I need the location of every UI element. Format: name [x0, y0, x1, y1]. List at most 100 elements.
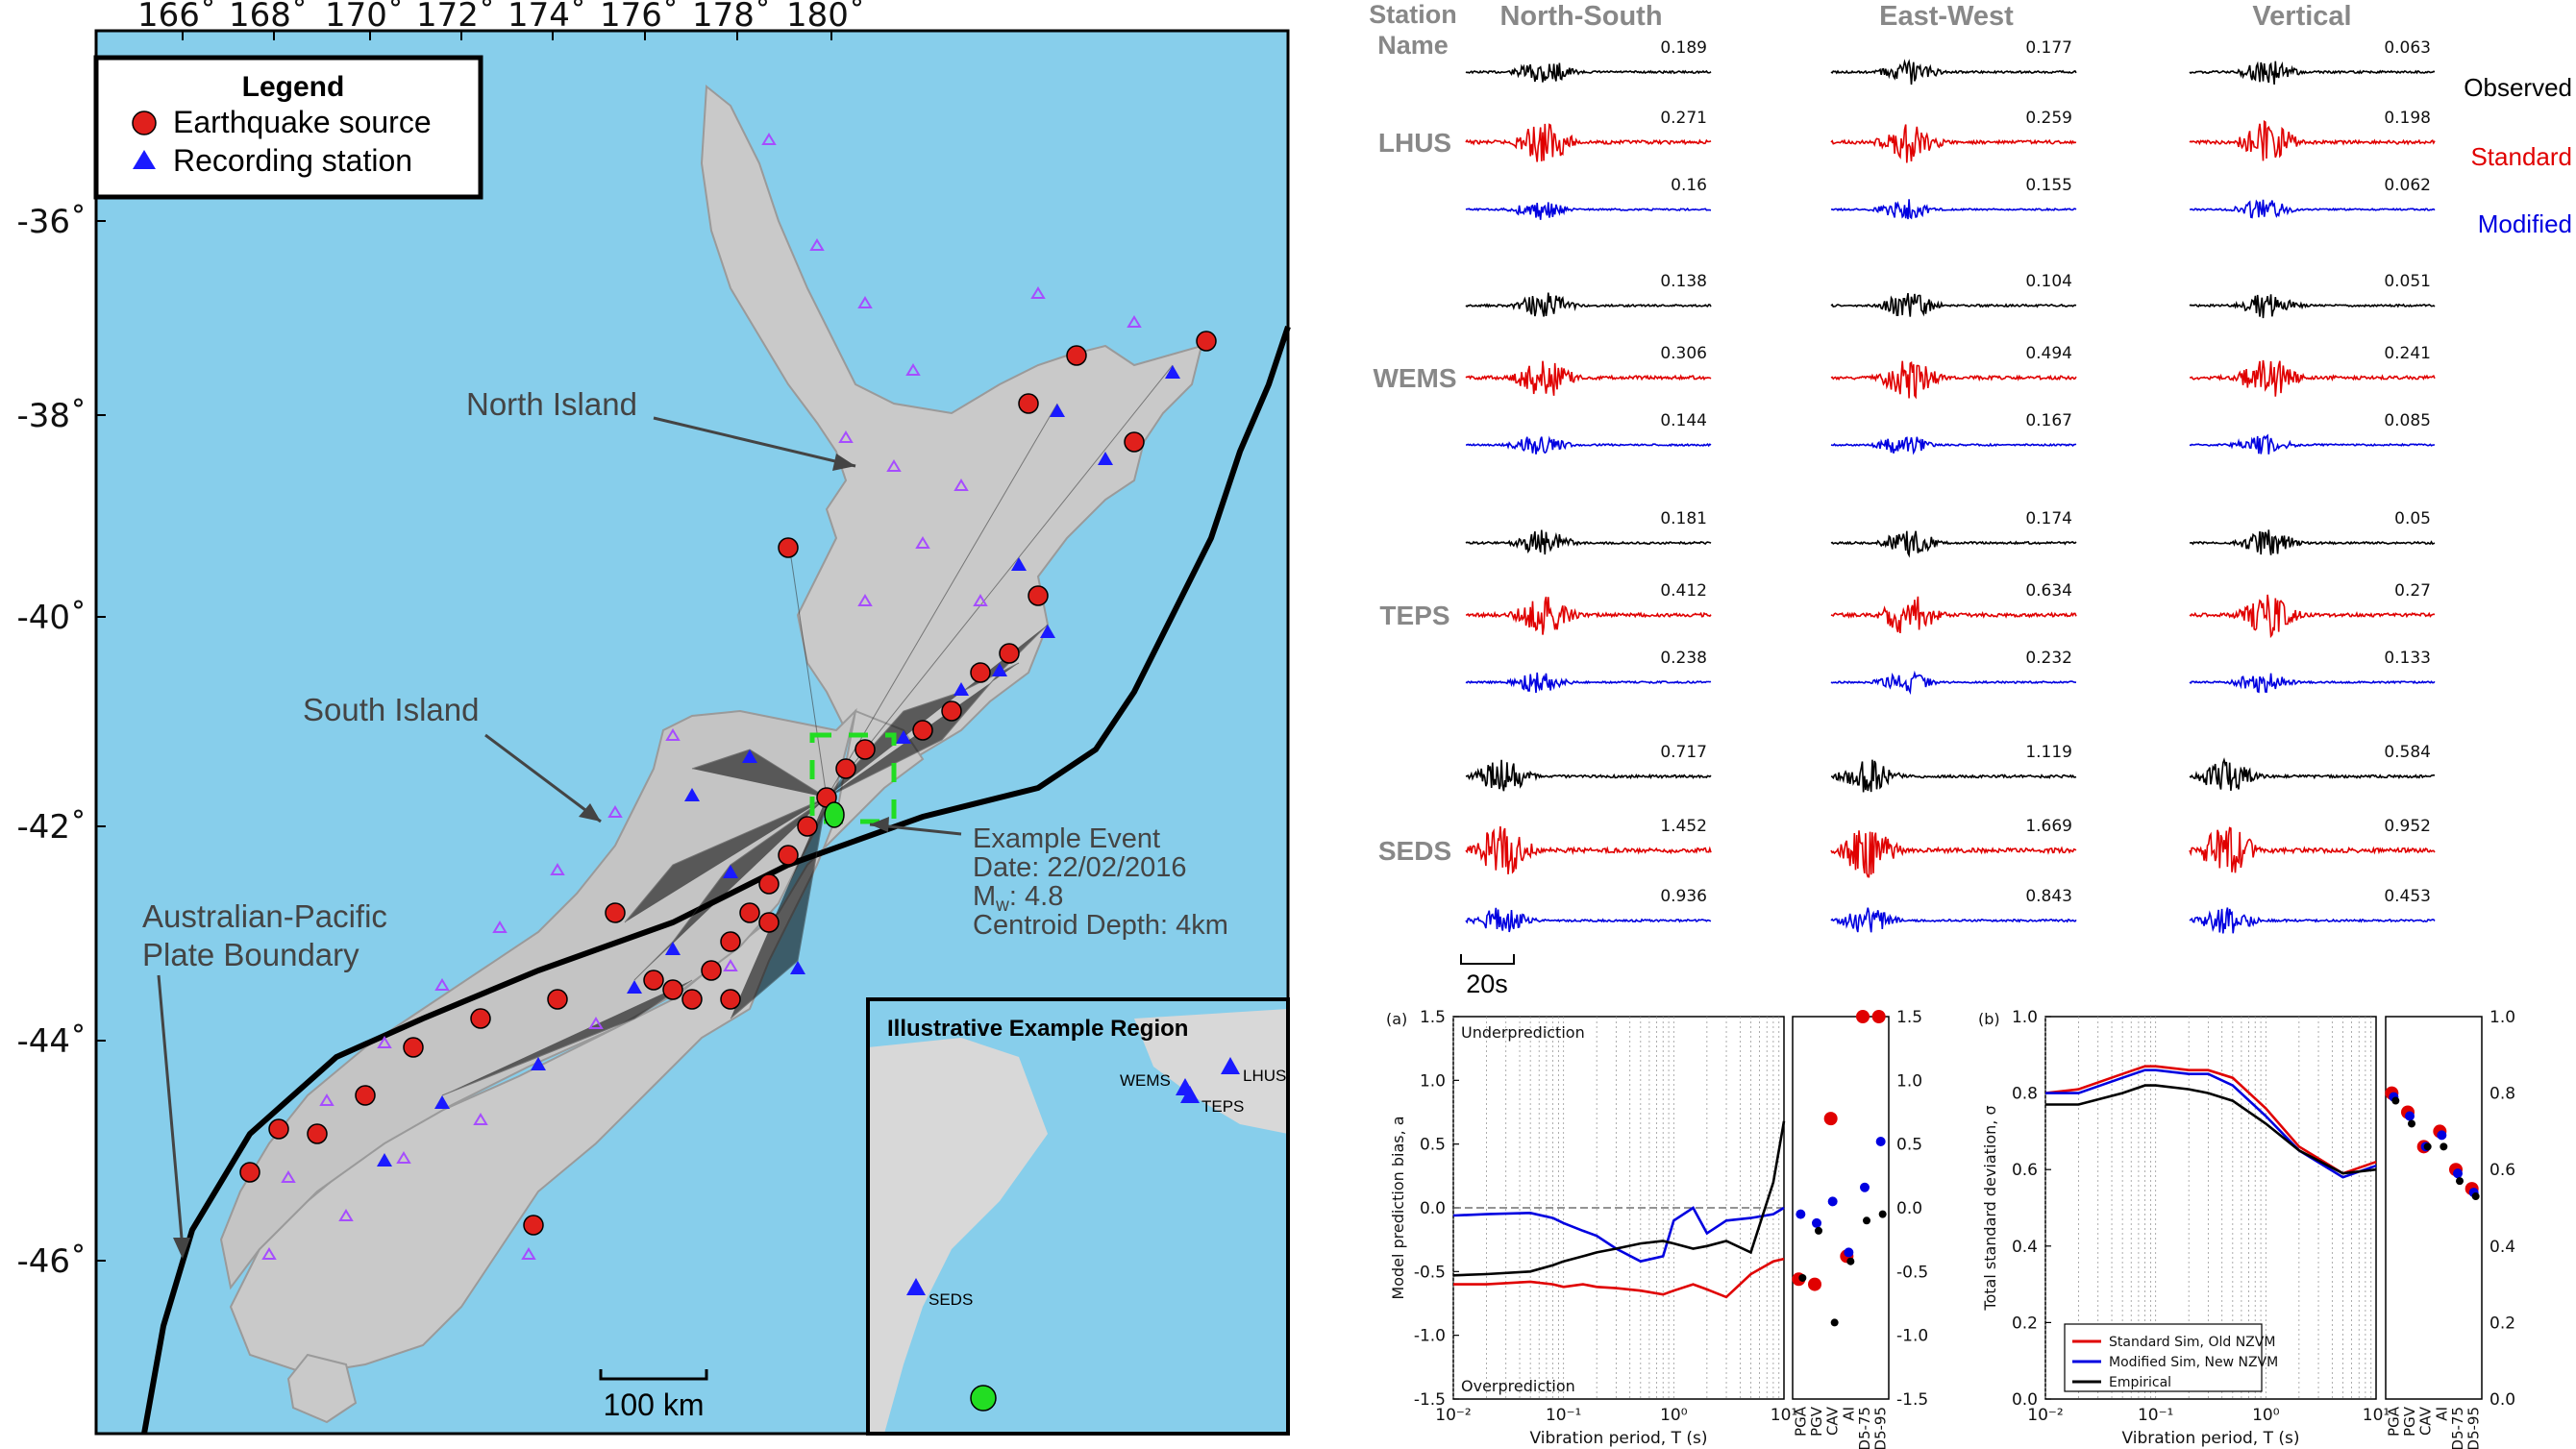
peak-value-label: 0.717 [1660, 743, 1707, 762]
waveform-trace [1830, 830, 2077, 878]
peak-value-label: 0.174 [2025, 509, 2072, 528]
peak-value-label: 0.05 [2394, 509, 2431, 528]
waveform-trace [2189, 826, 2436, 873]
scalar-point [2453, 1168, 2463, 1179]
waveform-trace [1465, 123, 1712, 162]
scalar-point [1823, 1112, 1838, 1126]
time-scale-bar [1460, 954, 1515, 965]
plate-boundary-arrow [157, 974, 185, 1250]
map-panel: 166˚ 168˚ 170˚ 172˚ 174˚ 176˚ 178˚ 180˚ -36˚ -38… [16, 0, 1291, 1436]
series-line [1452, 1206, 1785, 1264]
y-tick-label-right: 0.2 [2489, 1314, 2515, 1333]
scalar-point [1878, 1210, 1887, 1218]
panel-label: (b) [1978, 1010, 2000, 1028]
peak-value-label: 0.144 [1660, 411, 1707, 430]
plot-frame [2044, 1016, 2377, 1400]
lat-tick-label: -36˚ [16, 203, 87, 241]
south-island-arrowhead [579, 803, 601, 822]
annotation-underprediction: Underprediction [1461, 1023, 1585, 1042]
scalar-point [2440, 1142, 2448, 1151]
inset-map: Illustrative Example Region WEMS LHUS TE… [866, 997, 1290, 1436]
scalar-point [1798, 1273, 1807, 1282]
lon-tick-label: 166˚ [137, 0, 216, 35]
inset-label-seds: SEDS [929, 1290, 973, 1309]
scalar-point [1856, 1010, 1870, 1023]
peak-value-label: 0.494 [2025, 344, 2072, 363]
waveform-trace [1830, 360, 2077, 400]
waveform-trace [1466, 435, 1712, 454]
scalar-frame [1792, 1016, 1890, 1400]
waveform-trace [1830, 759, 2077, 793]
chart-legend-label: Empirical [2109, 1375, 2171, 1390]
south-island-label: South Island [303, 692, 479, 727]
scalar-point [2391, 1096, 2400, 1105]
peak-value-label: 0.085 [2384, 411, 2431, 430]
x-tick-label: 10¹ [2363, 1406, 2390, 1425]
scalar-category-label: PGA [1792, 1406, 1809, 1437]
peak-value-label: 0.155 [2025, 176, 2072, 195]
waveform-trace [1830, 530, 2077, 558]
peak-value-label: 0.063 [2384, 38, 2431, 58]
scalar-category-label: AI [2433, 1407, 2450, 1421]
waveform-panel: Station Name North-South East-West Verti… [1369, 0, 2572, 998]
station-teps-icon [1180, 1086, 1200, 1103]
y-tick-label: 0.8 [2012, 1085, 2038, 1104]
lat-tick-label: -44˚ [16, 1022, 87, 1061]
map-legend-box [93, 55, 483, 200]
waveform-trace [2190, 199, 2436, 219]
y-tick-label-right: 1.0 [2489, 1008, 2515, 1027]
waveform-trace [1830, 907, 2077, 933]
y-tick-label: 0.5 [1420, 1136, 1446, 1155]
scalar-point [2456, 1177, 2464, 1186]
y-tick-label: -0.5 [1414, 1263, 1446, 1282]
scalar-point [1827, 1196, 1838, 1207]
lat-tick-label: -46˚ [16, 1242, 87, 1281]
y-tick-label-right: 1.0 [1896, 1071, 1922, 1091]
latitude-ticks: -36˚ -38˚ -40˚ -42˚ -44˚ -46˚ [16, 203, 106, 1281]
waveform-trace [1465, 202, 1712, 220]
inset-label-wems: WEMS [1120, 1071, 1171, 1090]
y-axis-label: Model prediction bias, a [1389, 1116, 1407, 1299]
peak-value-label: 0.936 [1660, 887, 1707, 906]
event-label-4: Centroid Depth: 4km [973, 910, 1228, 941]
map-legend-item-station: Recording station [173, 143, 412, 178]
y-tick-label: 1.5 [1420, 1008, 1446, 1027]
peak-value-label: 0.232 [2025, 649, 2072, 668]
waveform-trace [1830, 670, 2077, 696]
example-region-box [809, 732, 897, 824]
lon-tick-label: 176˚ [600, 0, 679, 35]
scalar-category-label: D5-95 [1872, 1407, 1890, 1449]
peak-value-label: 0.27 [2394, 581, 2431, 601]
x-tick-label: 10⁻¹ [1546, 1406, 1581, 1425]
series-line [1452, 1120, 1786, 1277]
peak-value-label: 1.119 [2025, 743, 2072, 762]
waveform-trace [2189, 529, 2436, 555]
peak-value-label: 0.238 [1660, 649, 1707, 668]
waveform-trace [2189, 433, 2435, 454]
y-tick-label-right: 0.0 [2489, 1390, 2515, 1410]
lon-tick-label: 180˚ [786, 0, 865, 35]
peak-value-label: 0.241 [2384, 344, 2431, 363]
waveform-trace [1465, 759, 1712, 792]
scalar-point [1844, 1247, 1854, 1258]
peak-value-label: 0.634 [2025, 581, 2072, 601]
lon-tick-label: 178˚ [692, 0, 771, 35]
y-tick-label-right: -1.5 [1896, 1390, 1928, 1410]
scalar-point [1871, 1010, 1886, 1023]
y-tick-label-right: 0.8 [2489, 1085, 2515, 1104]
panel-label: (a) [1386, 1010, 1407, 1028]
inset-label-lhus: LHUS [1243, 1067, 1286, 1085]
station-name-label: TEPS [1379, 601, 1449, 630]
scalar-category-label: D5-95 [2465, 1407, 2483, 1449]
other-stations [261, 133, 1142, 1260]
waveform-rows: LHUS 0.189 0.177 0.063 0.271 0.259 0.198 0.16 0.… [1373, 38, 2436, 934]
column-header-ew: East-West [1879, 1, 2014, 32]
y-tick-label: 1.0 [2012, 1008, 2038, 1027]
station-seds-icon [906, 1278, 926, 1295]
scalar-category-label: AI [1840, 1407, 1857, 1421]
peak-value-label: 0.453 [2384, 887, 2431, 906]
map-legend-title: Legend [242, 71, 345, 103]
series-line [2045, 1068, 2377, 1179]
peak-value-label: 0.062 [2384, 176, 2431, 195]
peak-value-label: 0.259 [2025, 109, 2072, 128]
